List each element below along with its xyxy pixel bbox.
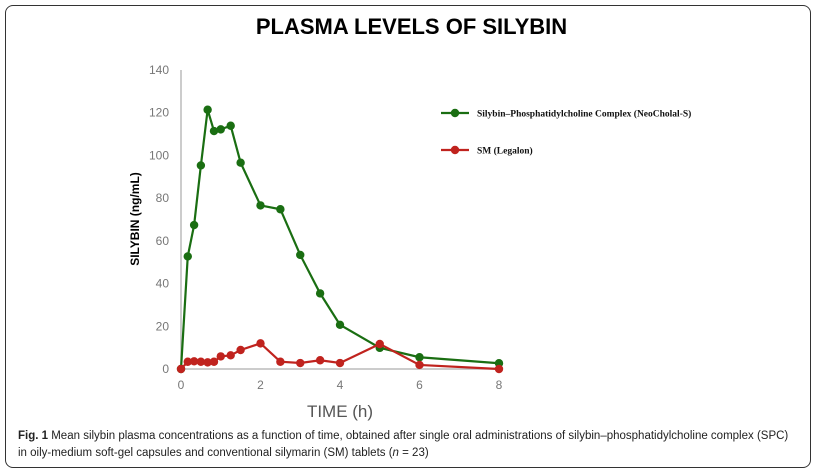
series-group <box>176 105 504 374</box>
y-tick-label: 140 <box>149 63 169 77</box>
figure-caption: Fig. 1 Mean silybin plasma concentration… <box>18 428 798 462</box>
y-axis-label: SILYBIN (ng/mL) <box>128 172 142 266</box>
y-tick-label: 20 <box>156 319 170 333</box>
data-point <box>375 339 384 349</box>
series-0 <box>176 105 504 374</box>
caption-n: n <box>392 447 399 459</box>
x-axis-label: TIME (h) <box>307 402 373 421</box>
data-point <box>256 201 265 210</box>
caption-text: Mean silybin plasma concentrations as a … <box>18 430 789 459</box>
x-tick-label: 6 <box>416 378 423 392</box>
data-point <box>236 345 245 355</box>
data-point <box>276 357 285 366</box>
data-point <box>226 351 235 360</box>
data-point <box>256 339 265 348</box>
legend-label: Silybin–Phosphatidylcholine Complex (Neo… <box>477 109 691 120</box>
x-tick-label: 8 <box>496 378 503 392</box>
data-point <box>189 220 199 230</box>
y-tick-label: 120 <box>149 106 169 120</box>
data-point <box>209 126 219 136</box>
data-point <box>216 352 225 361</box>
series-1 <box>176 339 504 374</box>
data-point <box>226 121 235 130</box>
axes: 0 20 40 60 80 100 120 140 0 2 4 6 8 <box>149 63 503 392</box>
data-point <box>183 357 192 366</box>
y-tick-label: 40 <box>156 277 170 291</box>
data-point <box>315 289 325 298</box>
y-tick-label: 80 <box>156 191 170 205</box>
data-point <box>494 364 504 374</box>
data-point <box>203 358 212 367</box>
data-point <box>183 252 192 261</box>
data-point <box>216 125 225 134</box>
figure-frame <box>5 5 811 468</box>
data-point <box>335 358 345 368</box>
data-point <box>176 364 186 374</box>
data-point <box>335 320 345 329</box>
data-point <box>296 358 305 368</box>
caption-n-value: = 23) <box>398 447 429 459</box>
y-tick-label: 100 <box>149 148 169 162</box>
data-point <box>415 353 424 362</box>
data-point <box>415 360 424 370</box>
data-point <box>189 357 199 366</box>
data-point <box>276 205 285 214</box>
data-point <box>236 158 245 167</box>
x-tick-label: 2 <box>257 378 264 392</box>
x-tick-label: 4 <box>337 378 344 392</box>
data-point <box>196 357 206 366</box>
legend-marker <box>450 108 460 118</box>
legend-marker <box>450 145 460 155</box>
chart-title: PLASMA LEVELS OF SILYBIN <box>255 14 568 39</box>
data-point <box>203 105 212 114</box>
data-point <box>315 356 325 365</box>
data-point <box>494 359 504 368</box>
data-point <box>196 161 206 170</box>
caption-label: Fig. 1 <box>18 430 49 442</box>
y-tick-label: 0 <box>162 362 169 376</box>
data-point <box>209 357 219 366</box>
x-tick-label: 0 <box>178 378 185 392</box>
y-tick-label: 60 <box>156 234 170 248</box>
legend-label: SM (Legalon) <box>477 146 533 157</box>
legend: Silybin–Phosphatidylcholine Complex (Neo… <box>441 109 691 157</box>
data-point <box>296 250 305 260</box>
